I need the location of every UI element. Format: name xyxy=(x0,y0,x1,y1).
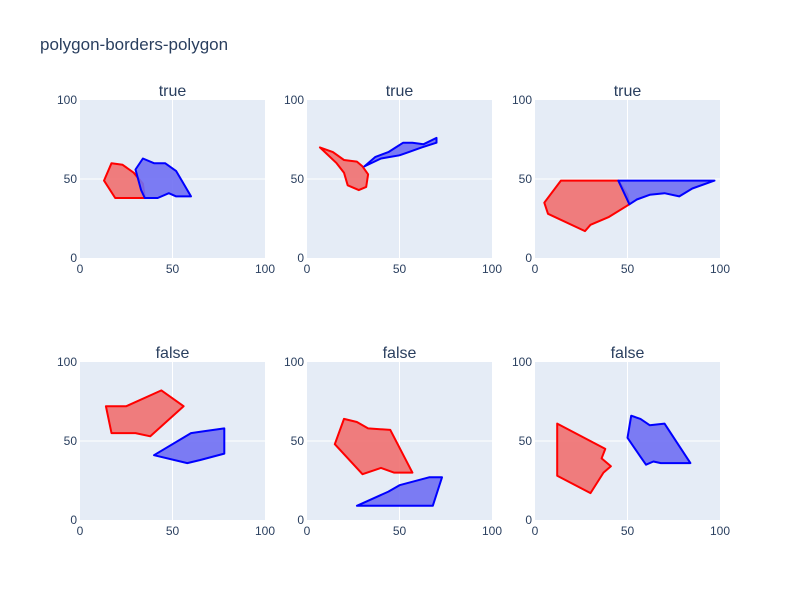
x-tick-label: 50 xyxy=(166,262,180,276)
x-tick-label: 50 xyxy=(393,262,407,276)
y-tick-label: 0 xyxy=(297,513,304,527)
red-polygon xyxy=(543,179,631,233)
x-tick-label: 100 xyxy=(255,524,275,538)
blue-polygon xyxy=(134,157,192,199)
subplot-6: false 0 50 100 0 50 100 xyxy=(512,345,730,538)
y-tick-label: 100 xyxy=(57,93,77,107)
blue-polygon xyxy=(153,427,226,465)
figure-title: polygon-borders-polygon xyxy=(40,35,228,54)
y-tick-label: 100 xyxy=(512,355,532,369)
y-tick-label: 100 xyxy=(57,355,77,369)
x-tick-label: 100 xyxy=(482,262,502,276)
y-tick-label: 0 xyxy=(297,251,304,265)
x-tick-label: 0 xyxy=(304,262,311,276)
x-tick-label: 100 xyxy=(255,262,275,276)
red-polygon xyxy=(318,146,370,192)
y-tick-label: 50 xyxy=(519,172,533,186)
x-tick-label: 50 xyxy=(166,524,180,538)
x-tick-label: 50 xyxy=(393,524,407,538)
y-tick-label: 0 xyxy=(70,513,77,527)
y-tick-label: 50 xyxy=(519,434,533,448)
red-polygon xyxy=(556,422,612,495)
y-tick-label: 50 xyxy=(291,172,305,186)
blue-polygon xyxy=(363,136,438,168)
blue-polygon xyxy=(355,476,443,507)
x-tick-label: 50 xyxy=(621,262,635,276)
subplot-title: false xyxy=(156,345,190,362)
y-tick-label: 100 xyxy=(512,93,532,107)
y-tick-label: 0 xyxy=(525,513,532,527)
x-tick-label: 0 xyxy=(532,262,539,276)
subplot-4: false 0 50 100 0 50 100 xyxy=(57,345,275,538)
x-tick-label: 0 xyxy=(304,524,311,538)
x-tick-label: 100 xyxy=(710,262,730,276)
x-tick-label: 50 xyxy=(621,524,635,538)
y-tick-label: 0 xyxy=(525,251,532,265)
y-tick-label: 50 xyxy=(64,434,78,448)
y-tick-label: 0 xyxy=(70,251,77,265)
subplot-title: false xyxy=(611,345,645,362)
y-tick-label: 100 xyxy=(284,355,304,369)
y-tick-label: 50 xyxy=(64,172,78,186)
x-tick-label: 0 xyxy=(77,524,84,538)
subplot-2: true 0 50 100 0 50 100 xyxy=(284,83,502,276)
y-tick-label: 50 xyxy=(291,434,305,448)
subplot-grid: true 0 50 100 0 50 100 true 0 50 100 0 50 100 true 0 50 1… xyxy=(57,83,730,538)
subplot-3: true 0 50 100 0 50 100 xyxy=(512,83,730,276)
blue-polygon xyxy=(617,179,716,206)
subplot-title: false xyxy=(383,345,417,362)
x-tick-label: 0 xyxy=(77,262,84,276)
red-polygon xyxy=(333,417,414,476)
subplot-5: false 0 50 100 0 50 100 xyxy=(284,345,502,538)
red-polygon xyxy=(104,389,185,438)
x-tick-label: 100 xyxy=(710,524,730,538)
subplot-title: true xyxy=(159,83,187,100)
x-tick-label: 100 xyxy=(482,524,502,538)
subplot-title: true xyxy=(386,83,414,100)
y-tick-label: 100 xyxy=(284,93,304,107)
blue-polygon xyxy=(626,414,692,466)
subplot-title: true xyxy=(614,83,642,100)
x-tick-label: 0 xyxy=(532,524,539,538)
subplot-1: true 0 50 100 0 50 100 xyxy=(57,83,275,276)
